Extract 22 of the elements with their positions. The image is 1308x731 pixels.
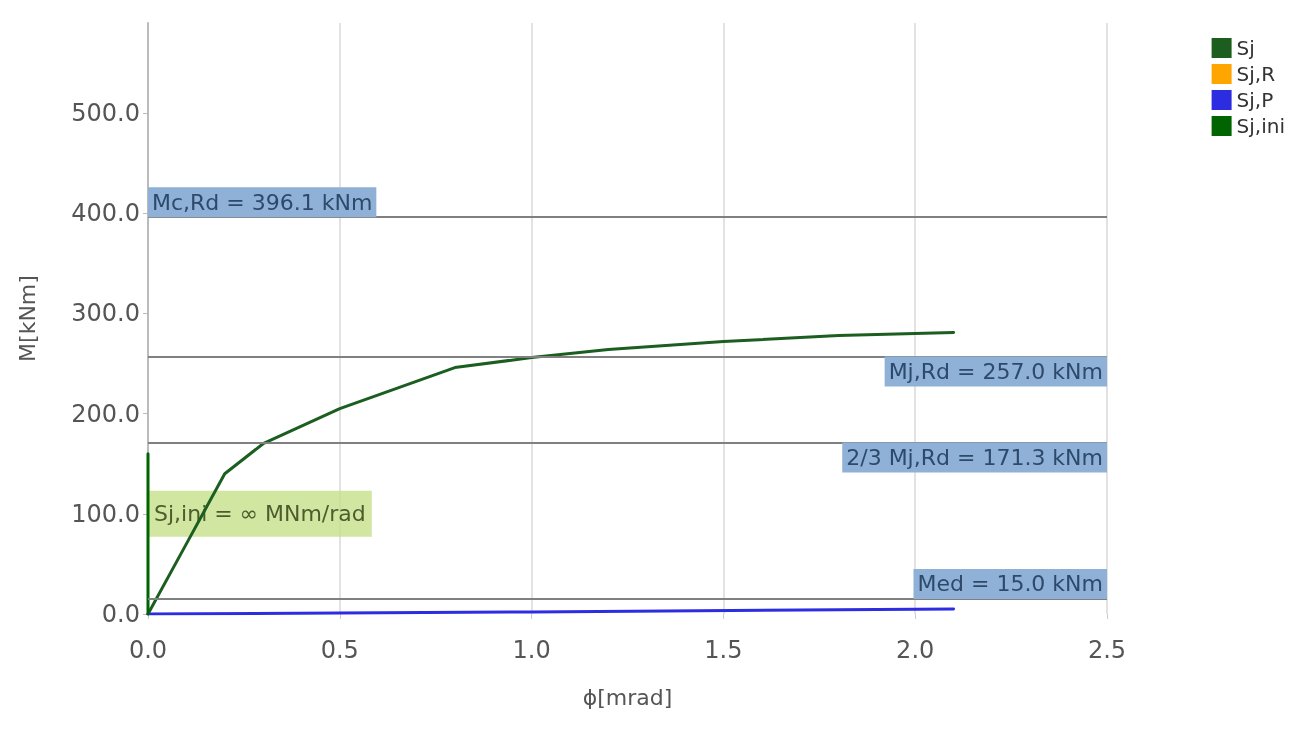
y-tick-label: 0.0	[101, 600, 140, 628]
x-tick-label: 0.5	[320, 636, 359, 664]
ref-line-label: Med = 15.0 kNm	[917, 571, 1103, 597]
x-tick-label: 1.5	[704, 636, 743, 664]
x-tick-label: 1.0	[512, 636, 551, 664]
x-tick-label: 2.5	[1087, 636, 1127, 664]
y-tick-label: 500.0	[71, 99, 140, 128]
x-tick-label: 0.0	[128, 636, 168, 664]
ref-line-label: Mc,Rd = 396.1 kNm	[152, 189, 373, 215]
y-tick-label: 100.0	[71, 499, 140, 528]
legend-label: Sj,ini	[1236, 114, 1286, 138]
y-tick-label: 400.0	[71, 199, 140, 228]
ref-line-label: 2/3 Mj,Rd = 171.3 kNm	[846, 444, 1103, 470]
legend-label: Sj	[1236, 36, 1255, 60]
legend-label: Sj,P	[1236, 88, 1274, 112]
y-axis-title: M[kNm]	[14, 275, 40, 362]
legend-label: Sj,R	[1236, 62, 1276, 86]
y-tick-label: 300.0	[71, 299, 140, 328]
y-tick-label: 200.0	[71, 399, 140, 428]
x-axis-title: ϕ[mrad]	[582, 684, 673, 710]
ref-line-label: Mj,Rd = 257.0 kNm	[888, 359, 1103, 385]
x-tick-label: 2.0	[896, 636, 935, 664]
